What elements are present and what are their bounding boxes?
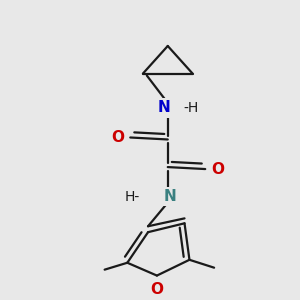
Text: N: N <box>158 100 170 116</box>
Text: H-: H- <box>125 190 140 204</box>
Text: -H: -H <box>184 101 199 115</box>
Text: O: O <box>150 282 164 297</box>
Text: O: O <box>111 130 124 145</box>
Text: O: O <box>212 162 225 177</box>
Text: N: N <box>164 189 176 204</box>
